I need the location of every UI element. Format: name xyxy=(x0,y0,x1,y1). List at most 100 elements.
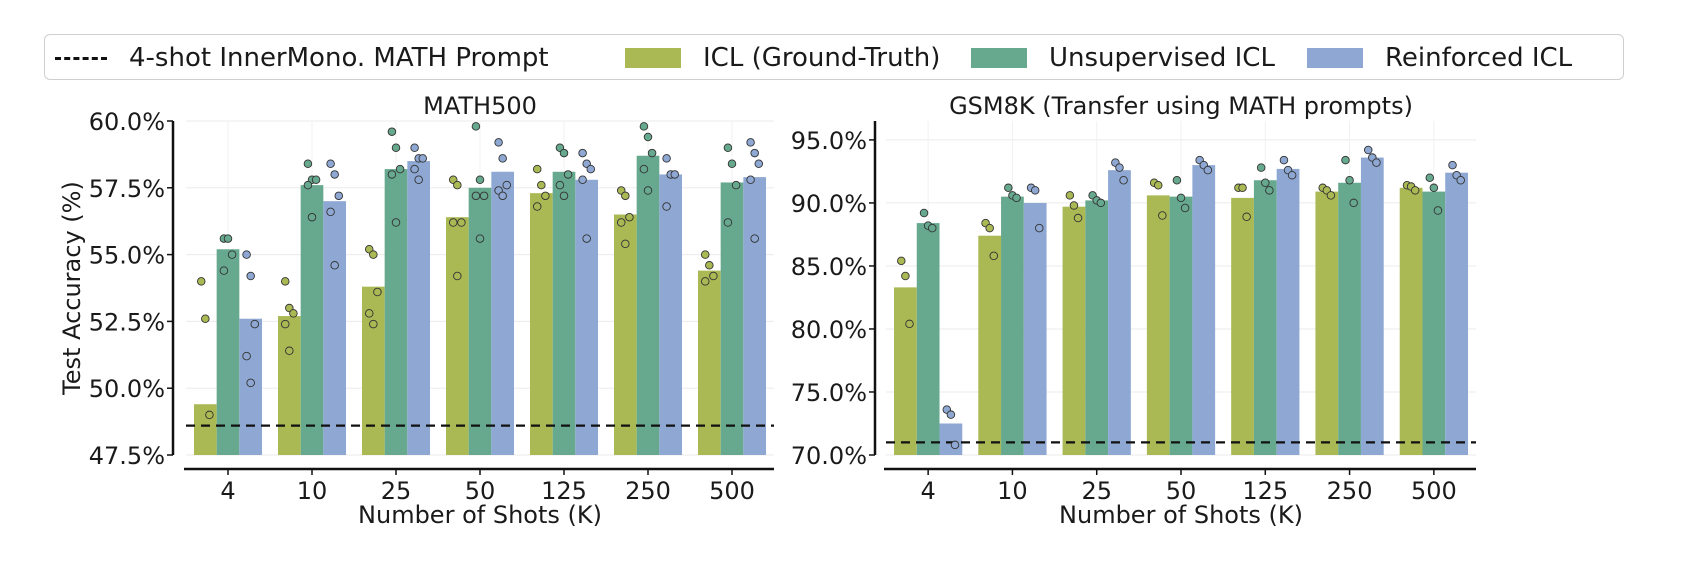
point-unsup-k500 xyxy=(1429,183,1439,193)
point-reinf-k50 xyxy=(494,138,503,147)
point-icl-k25 xyxy=(1073,213,1083,223)
legend-label-icl: ICL (Ground-Truth) xyxy=(703,43,941,73)
point-unsup-k10 xyxy=(307,212,317,222)
point-icl-k50 xyxy=(1158,211,1167,220)
x-tick-label: 500 xyxy=(709,477,755,505)
bar-icl-k500 xyxy=(1399,187,1423,456)
bar-unsup-k25 xyxy=(384,169,408,455)
legend-label-unsupervised: Unsupervised ICL xyxy=(1049,43,1275,73)
bar-reinf-k250 xyxy=(1360,157,1384,455)
x-tick-label: 25 xyxy=(381,477,412,505)
point-icl-k500 xyxy=(700,250,710,259)
point-unsup-k10 xyxy=(1004,183,1013,193)
legend-item-icl: ICL (Ground-Truth) xyxy=(625,35,940,81)
point-reinf-k50 xyxy=(498,191,507,201)
point-unsup-k25 xyxy=(391,143,401,152)
point-unsup-k250 xyxy=(647,148,657,158)
chart-title: MATH500 xyxy=(423,92,537,120)
bar-unsup-k500 xyxy=(720,182,744,455)
bar-unsup-k10 xyxy=(300,185,324,456)
legend-label-baseline: 4-shot InnerMono. MATH Prompt xyxy=(129,43,549,73)
x-tick-label: 4 xyxy=(220,477,235,505)
bar-reinf-k10 xyxy=(323,201,347,455)
point-reinf-k4 xyxy=(946,410,956,419)
legend-item-unsupervised: Unsupervised ICL xyxy=(971,35,1275,81)
point-unsup-k500 xyxy=(727,159,737,169)
bar-reinf-k500 xyxy=(1445,172,1468,455)
point-unsup-k4 xyxy=(219,266,229,275)
point-reinf-k10 xyxy=(334,191,344,201)
point-icl-k10 xyxy=(280,277,290,286)
bar-icl-k25 xyxy=(361,286,385,455)
bar-unsup-k250 xyxy=(636,155,660,455)
point-unsup-k500 xyxy=(731,180,741,190)
point-icl-k50 xyxy=(1153,181,1163,190)
point-icl-k4 xyxy=(205,410,214,420)
bar-reinf-k50 xyxy=(1192,165,1216,455)
point-icl-k250 xyxy=(621,191,630,201)
point-unsup-k250 xyxy=(1349,198,1358,208)
point-icl-k125 xyxy=(537,180,546,190)
bar-unsup-k4 xyxy=(916,223,940,455)
point-reinf-k4 xyxy=(242,351,251,361)
x-axis-label: Number of Shots (K) xyxy=(358,501,602,529)
point-unsup-k125 xyxy=(559,191,569,201)
point-icl-k50 xyxy=(448,218,458,227)
bar-reinf-k10 xyxy=(1023,202,1047,455)
point-unsup-k125 xyxy=(1256,163,1266,172)
point-unsup-k4 xyxy=(223,234,233,243)
point-icl-k500 xyxy=(709,271,718,281)
point-reinf-k500 xyxy=(1456,175,1465,185)
point-unsup-k125 xyxy=(1265,186,1274,195)
y-tick-label: 70.0% xyxy=(791,442,867,470)
point-icl-k125 xyxy=(532,164,542,174)
point-reinf-k250 xyxy=(1363,145,1373,155)
point-icl-k4 xyxy=(905,319,914,329)
point-icl-k25 xyxy=(1069,201,1079,210)
bar-icl-k50 xyxy=(445,217,469,455)
point-icl-k25 xyxy=(369,250,378,259)
point-icl-k250 xyxy=(621,239,630,249)
point-icl-k500 xyxy=(700,277,710,286)
point-icl-k500 xyxy=(705,261,714,270)
icl-color-swatch xyxy=(625,48,681,68)
point-reinf-k10 xyxy=(1035,223,1044,233)
x-tick-label: 125 xyxy=(541,477,587,505)
bar-reinf-k25 xyxy=(407,161,431,455)
point-unsup-k50 xyxy=(471,191,481,201)
y-tick-label: 47.5% xyxy=(89,442,165,470)
point-reinf-k500 xyxy=(750,148,759,158)
point-reinf-k250 xyxy=(662,202,671,211)
x-tick-label: 4 xyxy=(921,477,936,505)
point-reinf-k4 xyxy=(246,378,255,388)
bar-unsup-k125 xyxy=(552,171,576,455)
point-reinf-k500 xyxy=(746,175,755,185)
point-icl-k250 xyxy=(625,212,634,222)
point-unsup-k250 xyxy=(643,132,653,142)
bar-icl-k25 xyxy=(1062,206,1086,455)
point-icl-k25 xyxy=(369,319,378,329)
point-unsup-k10 xyxy=(303,180,313,190)
point-unsup-k10 xyxy=(1012,193,1021,203)
point-reinf-k125 xyxy=(578,175,587,185)
point-unsup-k250 xyxy=(1345,175,1354,185)
point-unsup-k10 xyxy=(303,159,313,169)
point-unsup-k250 xyxy=(639,122,649,131)
bar-icl-k4 xyxy=(193,404,217,455)
point-unsup-k25 xyxy=(1096,198,1106,208)
bar-reinf-k25 xyxy=(1108,170,1131,455)
point-reinf-k250 xyxy=(670,170,680,179)
point-unsup-k50 xyxy=(1180,203,1190,213)
point-icl-k4 xyxy=(901,271,910,281)
y-tick-label: 85.0% xyxy=(791,253,867,281)
bar-icl-k250 xyxy=(613,214,637,455)
point-icl-k10 xyxy=(280,319,290,329)
bar-unsup-k500 xyxy=(1422,191,1446,456)
point-reinf-k10 xyxy=(1030,186,1040,195)
chart-title: GSM8K (Transfer using MATH prompts) xyxy=(949,92,1413,120)
point-icl-k4 xyxy=(196,277,206,286)
bar-icl-k125 xyxy=(529,193,553,456)
x-tick-label: 250 xyxy=(625,477,671,505)
bar-icl-k10 xyxy=(978,235,1002,455)
